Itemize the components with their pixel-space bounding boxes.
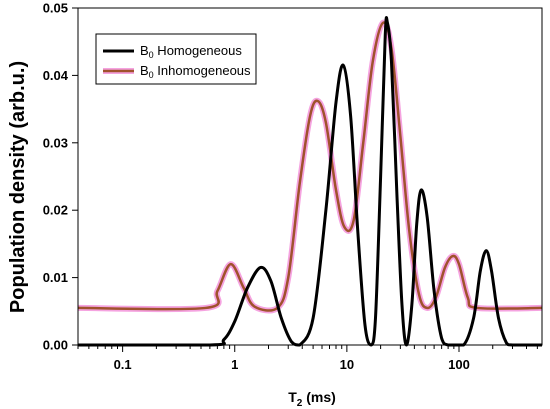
legend: B0 Homogeneous B0 Inhomogeneous [95,33,257,85]
series-layer [77,16,543,347]
y-tick-label: 0.04 [43,68,69,83]
plot-frame [77,7,543,346]
x-tick-label: 100 [448,357,470,372]
x-tick-label: 0.1 [114,357,132,372]
y-tick-label: 0.03 [43,135,68,150]
series-inhomogeneous-line [77,21,543,312]
x-axis-label-rest: (ms) [302,389,335,405]
y-tick-label: 0.05 [43,1,68,16]
x-axis-label: T2 (ms) [288,389,336,409]
x-axis-label-sub: 2 [297,398,303,409]
series-homogeneous-line [77,16,542,347]
x-tick-label: 10 [340,357,354,372]
legend-label-homogeneous: B0 Homogeneous [140,43,242,60]
axes-layer: 0.00 0.01 0.02 0.03 0.04 0.05 0.1 1 10 100 [43,1,538,372]
y-tick-label: 0.02 [43,203,68,218]
legend-label-inhomogeneous: B0 Inhomogeneous [140,63,251,80]
legend-box [95,33,257,85]
x-axis-label-main: T [288,389,297,405]
x-tick-label: 1 [231,357,238,372]
y-tick-label: 0.01 [43,270,68,285]
y-tick-label: 0.00 [43,338,68,353]
y-axis-label: Population density (arb.u.) [7,61,29,313]
